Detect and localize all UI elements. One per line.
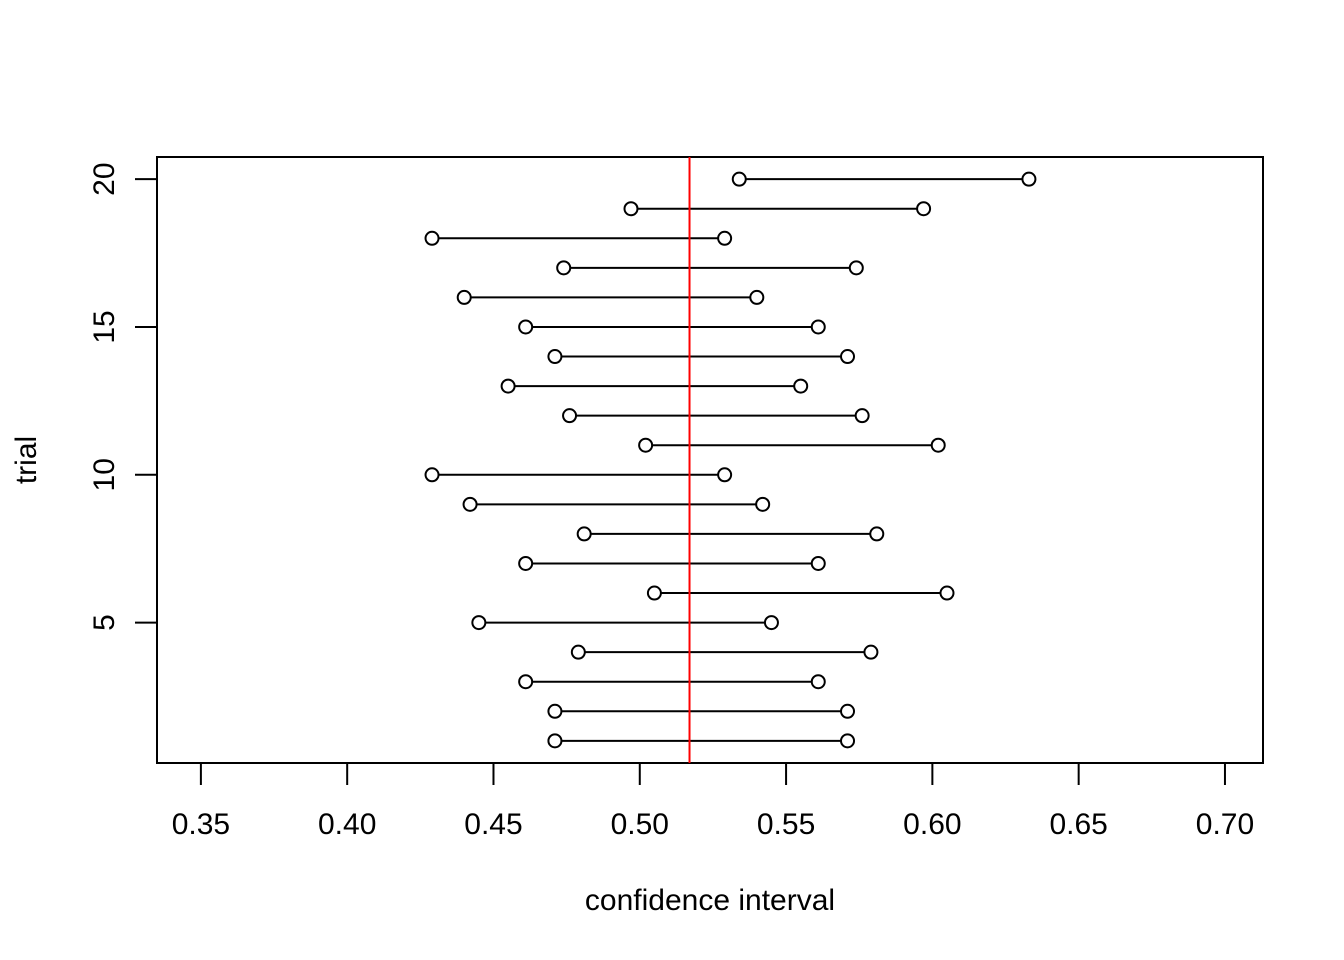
interval-11 xyxy=(638,437,946,453)
interval-lower-point xyxy=(471,615,487,631)
interval-upper-point xyxy=(840,349,856,365)
interval-5 xyxy=(471,615,779,631)
x-axis-title: confidence interval xyxy=(585,884,835,917)
interval-lower-point xyxy=(518,319,534,335)
interval-upper-point xyxy=(755,496,771,512)
interval-lower-point xyxy=(424,230,440,246)
interval-upper-point xyxy=(840,703,856,719)
interval-lower-point xyxy=(518,674,534,690)
interval-upper-point xyxy=(717,467,733,483)
interval-lower-point xyxy=(562,408,578,424)
interval-10 xyxy=(424,467,733,483)
interval-upper-point xyxy=(1021,171,1037,187)
x-tick-label: 0.50 xyxy=(611,808,669,841)
interval-upper-point xyxy=(749,289,765,305)
interval-lower-point xyxy=(570,644,586,660)
interval-upper-point xyxy=(810,555,826,571)
interval-upper-point xyxy=(854,408,870,424)
interval-lower-point xyxy=(731,171,747,187)
interval-upper-point xyxy=(848,260,864,276)
interval-upper-point xyxy=(916,201,932,217)
x-tick-label: 0.70 xyxy=(1196,808,1254,841)
interval-15 xyxy=(518,319,826,335)
interval-upper-point xyxy=(863,644,879,660)
interval-series xyxy=(424,171,1037,749)
interval-lower-point xyxy=(547,703,563,719)
interval-lower-point xyxy=(456,289,472,305)
interval-lower-point xyxy=(518,555,534,571)
interval-upper-point xyxy=(717,230,733,246)
x-axis: 0.35 0.40 0.45 0.50 0.55 0.60 0.65 0.70 xyxy=(172,762,1254,841)
x-tick-label: 0.60 xyxy=(903,808,961,841)
interval-13 xyxy=(500,378,809,394)
x-tick-label: 0.55 xyxy=(757,808,815,841)
interval-2 xyxy=(547,703,856,719)
interval-lower-point xyxy=(424,467,440,483)
interval-9 xyxy=(462,496,771,512)
interval-20 xyxy=(731,171,1037,187)
interval-19 xyxy=(623,201,932,217)
x-tick-label: 0.65 xyxy=(1049,808,1107,841)
interval-upper-point xyxy=(793,378,809,394)
interval-upper-point xyxy=(840,733,856,749)
interval-4 xyxy=(570,644,879,660)
y-tick-label: 5 xyxy=(88,614,121,631)
interval-lower-point xyxy=(547,349,563,365)
interval-7 xyxy=(518,555,826,571)
interval-12 xyxy=(562,408,870,424)
interval-17 xyxy=(556,260,864,276)
interval-upper-point xyxy=(939,585,955,601)
interval-lower-point xyxy=(638,437,654,453)
interval-upper-point xyxy=(869,526,885,542)
x-tick-label: 0.35 xyxy=(172,808,230,841)
x-tick-label: 0.40 xyxy=(318,808,376,841)
interval-3 xyxy=(518,674,826,690)
interval-upper-point xyxy=(810,674,826,690)
y-tick-label: 20 xyxy=(88,162,121,195)
interval-lower-point xyxy=(462,496,478,512)
interval-upper-point xyxy=(930,437,946,453)
y-axis: 5 10 15 20 xyxy=(88,162,158,631)
interval-14 xyxy=(547,349,856,365)
y-axis-title: trial xyxy=(10,436,43,484)
interval-6 xyxy=(646,585,955,601)
interval-8 xyxy=(576,526,885,542)
y-tick-label: 10 xyxy=(88,458,121,491)
interval-lower-point xyxy=(576,526,592,542)
y-tick-label: 15 xyxy=(88,310,121,343)
interval-1 xyxy=(547,733,856,749)
interval-lower-point xyxy=(646,585,662,601)
interval-upper-point xyxy=(763,615,779,631)
interval-lower-point xyxy=(623,201,639,217)
interval-lower-point xyxy=(556,260,572,276)
x-tick-label: 0.45 xyxy=(464,808,522,841)
interval-lower-point xyxy=(500,378,516,394)
interval-lower-point xyxy=(547,733,563,749)
interval-18 xyxy=(424,230,733,246)
plot-frame xyxy=(156,156,1264,764)
interval-16 xyxy=(456,289,765,305)
interval-upper-point xyxy=(810,319,826,335)
